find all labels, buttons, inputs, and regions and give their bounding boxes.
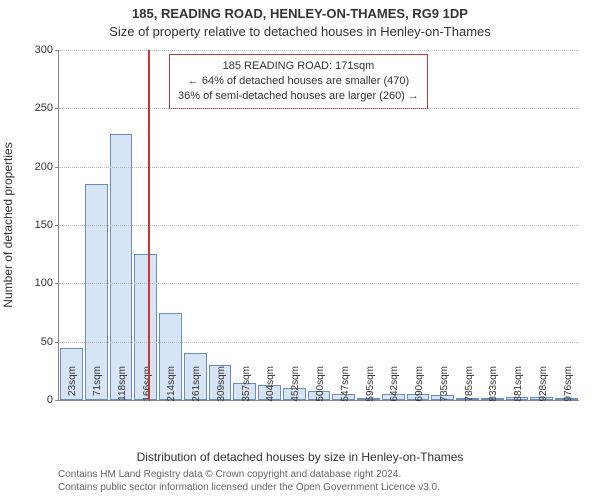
- xtick-label: 928sqm: [538, 366, 549, 406]
- y-axis-label: Number of detached properties: [1, 142, 15, 307]
- xtick-label: 357sqm: [241, 366, 252, 406]
- xtick-label: 404sqm: [265, 366, 276, 406]
- title-line1: 185, READING ROAD, HENLEY-ON-THAMES, RG9…: [0, 6, 600, 21]
- annotation-line1: 185 READING ROAD: 171sqm: [178, 59, 419, 74]
- xtick-label: 881sqm: [513, 366, 524, 406]
- xtick-label: 261sqm: [191, 366, 202, 406]
- xtick-label: 547sqm: [340, 366, 351, 406]
- xtick-label: 595sqm: [365, 366, 376, 406]
- gridline: [59, 167, 579, 168]
- bar: [110, 134, 133, 400]
- ytick-label: 150: [35, 219, 59, 231]
- xtick-label: 118sqm: [117, 366, 128, 406]
- gridline: [59, 342, 579, 343]
- annotation-line2: ← 64% of detached houses are smaller (47…: [178, 74, 419, 89]
- xtick-label: 452sqm: [290, 366, 301, 406]
- plot-area: 185 READING ROAD: 171sqm ← 64% of detach…: [58, 50, 579, 401]
- xtick-label: 785sqm: [464, 366, 475, 406]
- ytick-label: 300: [35, 44, 59, 56]
- xtick-label: 23sqm: [67, 366, 78, 406]
- xtick-label: 735sqm: [439, 366, 450, 406]
- title-line2: Size of property relative to detached ho…: [0, 24, 600, 39]
- chart-container: 185, READING ROAD, HENLEY-ON-THAMES, RG9…: [0, 0, 600, 500]
- footer-line1: Contains HM Land Registry data © Crown c…: [58, 468, 440, 481]
- xtick-label: 309sqm: [216, 366, 227, 406]
- footer: Contains HM Land Registry data © Crown c…: [58, 468, 440, 494]
- gridline: [59, 283, 579, 284]
- xtick-label: 833sqm: [488, 366, 499, 406]
- gridline: [59, 50, 579, 51]
- xtick-label: 500sqm: [315, 366, 326, 406]
- xtick-label: 642sqm: [389, 366, 400, 406]
- ytick-label: 0: [47, 394, 59, 406]
- xtick-label: 214sqm: [166, 366, 177, 406]
- annotation-line3: 36% of semi-detached houses are larger (…: [178, 89, 419, 104]
- ytick-label: 100: [35, 277, 59, 289]
- marker-line: [148, 50, 150, 400]
- xtick-label: 166sqm: [142, 366, 153, 406]
- ytick-label: 200: [35, 161, 59, 173]
- ytick-label: 50: [41, 336, 59, 348]
- xtick-label: 690sqm: [414, 366, 425, 406]
- gridline: [59, 108, 579, 109]
- gridline: [59, 225, 579, 226]
- xtick-label: 71sqm: [92, 366, 103, 406]
- x-axis-label: Distribution of detached houses by size …: [0, 450, 600, 464]
- xtick-label: 976sqm: [563, 366, 574, 406]
- annotation-box: 185 READING ROAD: 171sqm ← 64% of detach…: [169, 54, 428, 109]
- ytick-label: 250: [35, 102, 59, 114]
- footer-line2: Contains public sector information licen…: [58, 481, 440, 494]
